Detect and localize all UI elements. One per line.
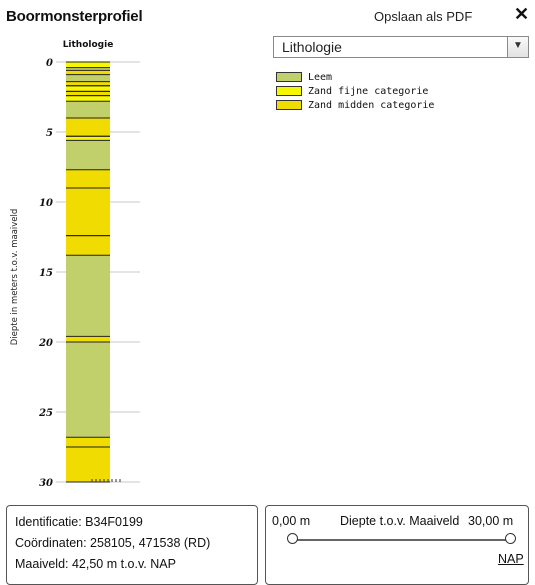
legend-item-leem: Leem <box>276 70 434 84</box>
y-tick-label: 5 <box>46 128 53 139</box>
y-tick-label: 25 <box>38 408 53 419</box>
legend-swatch <box>276 100 302 110</box>
y-axis-label: Diepte in meters t.o.v. maaiveld <box>10 209 20 346</box>
maaiveld-text: Maaiveld: 42,50 m t.o.v. NAP <box>15 557 176 571</box>
page-title: Boormonsterprofiel <box>6 8 143 25</box>
lithology-layer <box>66 188 110 236</box>
lithology-layer <box>66 169 110 188</box>
lithology-layer <box>66 342 110 438</box>
legend-swatch <box>276 86 302 96</box>
y-tick-label: 10 <box>39 198 53 209</box>
nap-link[interactable]: NAP <box>498 552 524 566</box>
lithology-layer <box>66 85 110 92</box>
close-icon[interactable]: ✕ <box>514 4 530 24</box>
lithology-layer <box>66 95 110 102</box>
lithology-layer <box>66 255 110 337</box>
borehole-info-panel: Identificatie: B34F0199 Coördinaten: 258… <box>6 505 258 585</box>
lithology-layer <box>66 140 110 170</box>
lithology-layer <box>66 136 110 141</box>
legend: Leem Zand fijne categorie Zand midden ca… <box>276 70 434 112</box>
depth-min-label: 0,00 m <box>272 514 311 528</box>
chevron-down-icon: ▼ <box>513 40 523 51</box>
depth-slider-track[interactable] <box>292 539 510 541</box>
depth-axis-label: Diepte t.o.v. Maaiveld <box>340 514 460 528</box>
y-tick-label: 20 <box>38 338 53 349</box>
y-tick-label: 0 <box>46 58 53 69</box>
y-tick-label: 30 <box>39 478 53 489</box>
lithology-layer <box>66 336 110 342</box>
lithology-select[interactable]: Lithologie ▼ <box>273 36 529 58</box>
legend-label: Leem <box>308 71 333 83</box>
lithology-layer <box>66 101 110 118</box>
depth-max-label: 30,00 m <box>468 514 514 528</box>
lithology-layer <box>66 70 110 75</box>
y-tick-label: 15 <box>39 268 53 279</box>
depth-range-panel: 0,00 m Diepte t.o.v. Maaiveld 30,00 m NA… <box>265 505 529 585</box>
save-pdf-link[interactable]: Opslaan als PDF <box>374 9 473 24</box>
lithology-layer <box>66 235 110 256</box>
column-label: Lithologie <box>63 40 114 50</box>
legend-label: Zand midden categorie <box>308 99 435 111</box>
lithology-layer <box>66 118 110 137</box>
lithology-layer <box>66 437 110 447</box>
lithology-layer <box>66 81 110 86</box>
legend-item-zand-fijn: Zand fijne categorie <box>276 84 434 98</box>
depth-slider-max-handle[interactable] <box>505 533 516 544</box>
lithology-layer <box>66 67 110 71</box>
identificatie-text: Identificatie: B34F0199 <box>15 515 143 529</box>
legend-label: Zand fijne categorie <box>308 85 429 97</box>
lithology-layer <box>66 74 110 82</box>
coordinaten-text: Coördinaten: 258105, 471538 (RD) <box>15 536 211 550</box>
dropdown-button[interactable]: ▼ <box>507 37 528 57</box>
select-value: Lithologie <box>282 39 342 55</box>
depth-slider-min-handle[interactable] <box>287 533 298 544</box>
lithology-layer <box>66 91 110 96</box>
borehole-profile-chart: Lithologie Diepte in meters t.o.v. maaive… <box>10 40 140 489</box>
legend-item-zand-midden: Zand midden categorie <box>276 98 434 112</box>
legend-swatch <box>276 72 302 82</box>
lithology-layer <box>66 447 110 482</box>
lithology-layer <box>66 62 110 68</box>
